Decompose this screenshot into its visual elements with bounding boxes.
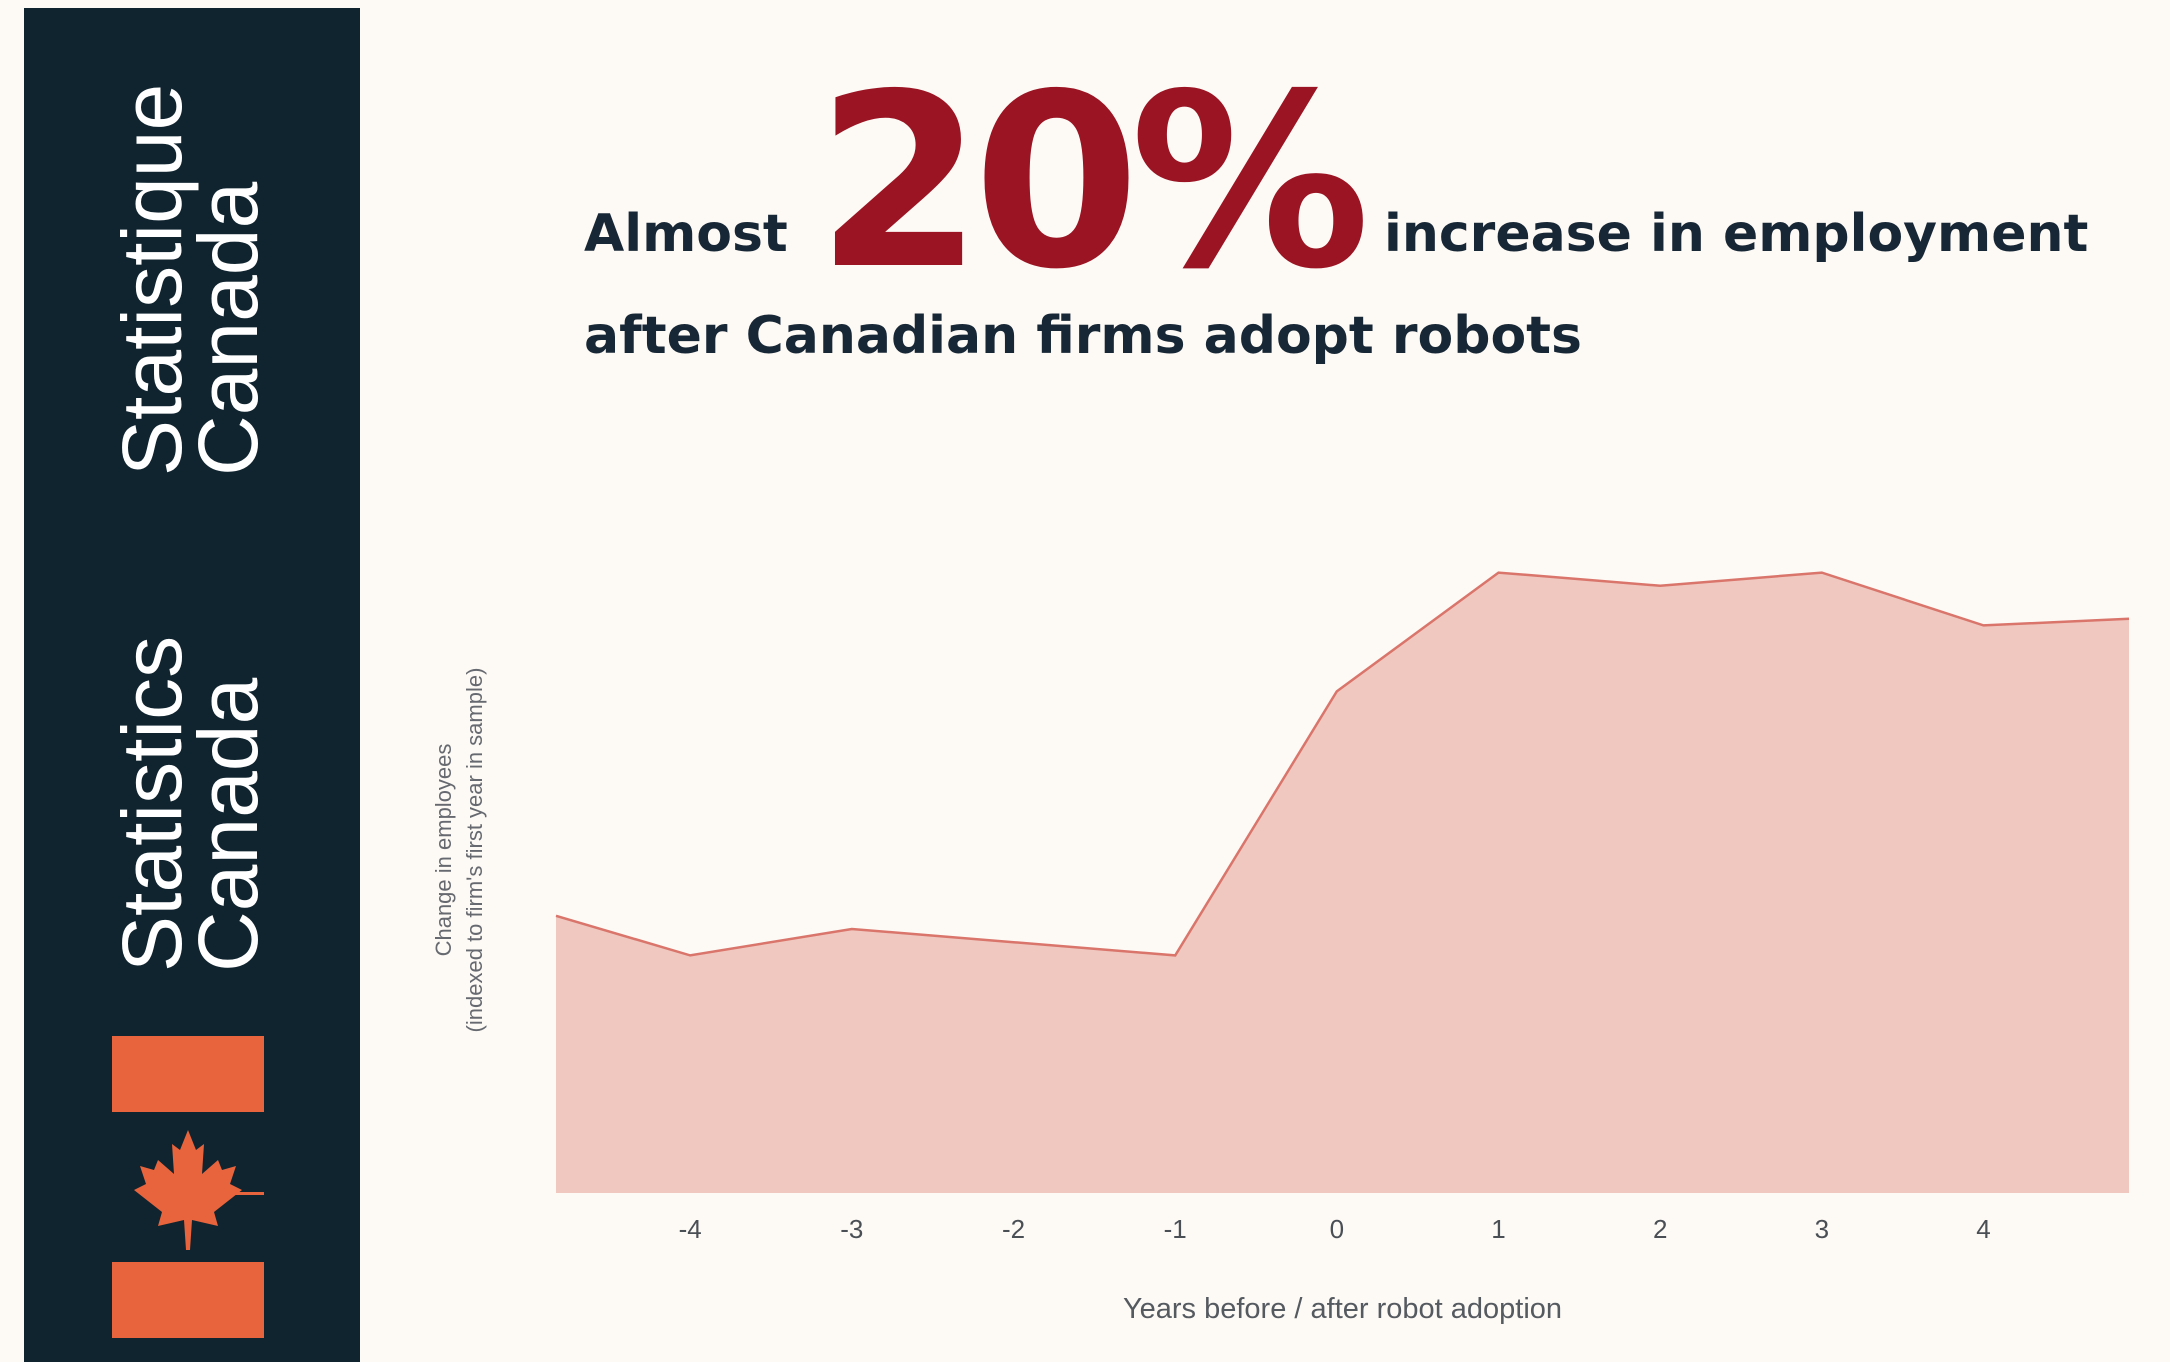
canada-flag-icon [112, 1036, 264, 1338]
statcan-sidebar: Statistique Canada Statistics Canada [24, 8, 360, 1362]
x-tick-label: -1 [1164, 1214, 1187, 1244]
x-tick-label: 0 [1330, 1214, 1344, 1244]
x-tick-label: 1 [1491, 1214, 1505, 1244]
x-tick-label: 3 [1815, 1214, 1829, 1244]
headline-tail: increase in employment [1384, 204, 2089, 264]
x-tick-label: -3 [840, 1214, 863, 1244]
x-tick-label: -2 [1002, 1214, 1025, 1244]
headline-big-number: 20% [816, 42, 1370, 322]
area-series-line [555, 571, 2130, 957]
x-axis-label: Years before / after robot adoption [1123, 1293, 1562, 1325]
y-axis-label-line2: (indexed to firm's first year in sample) [462, 668, 487, 1033]
x-tick-label: 2 [1653, 1214, 1667, 1244]
x-tick-label: 4 [1976, 1214, 1990, 1244]
headline: Almost 20% increase in employment after … [584, 62, 2144, 382]
y-axis-label: Change in employees (indexed to firm's f… [431, 668, 487, 1033]
x-tick-label: -4 [679, 1214, 702, 1244]
y-axis-label-line1: Change in employees [431, 744, 456, 957]
x-axis-ticks: -4 -3 -2 -1 0 1 2 3 4 [679, 1214, 1991, 1244]
area-series-fill [556, 572, 2129, 1193]
headline-lead: Almost [584, 204, 788, 264]
headline-line2: after Canadian firms adopt robots [584, 306, 1582, 366]
